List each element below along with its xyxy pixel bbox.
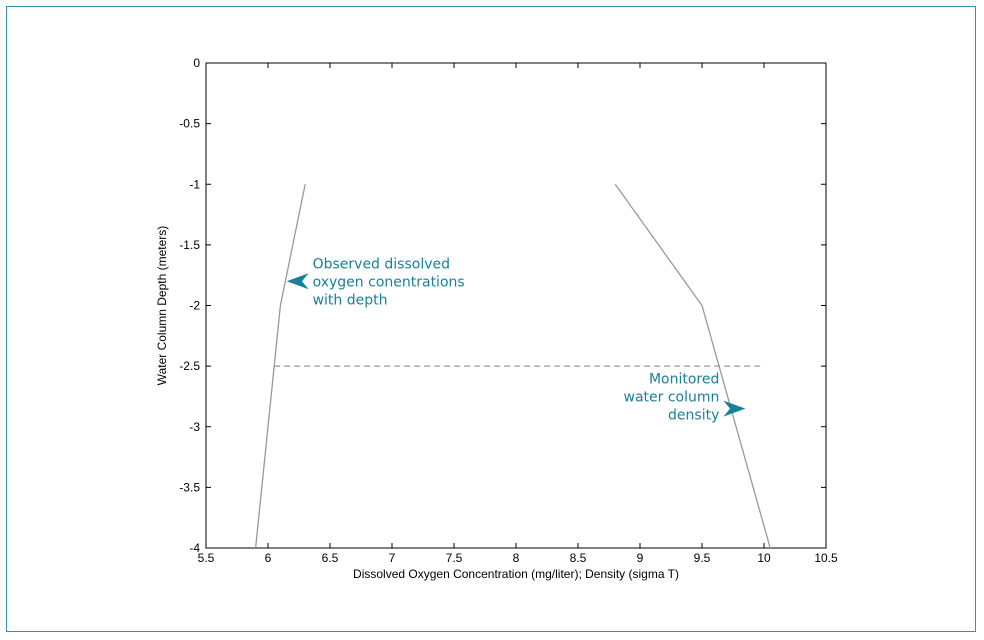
y-tick-label: -0.5 bbox=[179, 117, 200, 131]
series-line-1 bbox=[254, 184, 306, 549]
x-tick-label: 9 bbox=[637, 551, 644, 565]
series-layer bbox=[254, 183, 771, 549]
annotation-arrow-icon bbox=[286, 273, 309, 290]
y-axis-title: Water Column Depth (meters) bbox=[155, 226, 169, 386]
y-tick-label: -3 bbox=[189, 420, 200, 434]
x-tick-label: 6 bbox=[265, 551, 272, 565]
annotation-text-line: Monitored bbox=[649, 372, 719, 388]
annotation-arrow-icon bbox=[723, 400, 746, 417]
x-axis: 5.5 6 6.5 7 7.5 8 8.5 9 9.5 10 10.5 bbox=[198, 63, 838, 565]
annotation-text-line: with depth bbox=[313, 292, 388, 308]
y-axis: 0 -0.5 -1 -1.5 -2 -2.5 -3 -3.5 -4 bbox=[179, 56, 826, 555]
x-tick-label: 10.5 bbox=[814, 551, 838, 565]
plot-area bbox=[205, 62, 827, 549]
x-tick-label: 8.5 bbox=[570, 551, 587, 565]
y-tick-label: -2.5 bbox=[179, 359, 200, 373]
x-tick-label: 9.5 bbox=[694, 551, 711, 565]
annotation-2: Monitored water column density bbox=[624, 372, 746, 424]
series-line-2 bbox=[614, 183, 771, 549]
y-tick-label: -3.5 bbox=[179, 480, 200, 494]
annotation-layer: Observed dissolved oxygen conentrations wi… bbox=[286, 256, 746, 424]
annotation-text-line: water column bbox=[624, 390, 720, 406]
annotation-text-line: Observed dissolved bbox=[313, 256, 450, 272]
y-tick-label: -1 bbox=[189, 177, 200, 191]
y-tick-label: -2 bbox=[189, 299, 200, 313]
y-tick-label: -4 bbox=[189, 541, 200, 555]
x-tick-label: 8 bbox=[513, 551, 520, 565]
annotation-1: Observed dissolved oxygen conentrations wi… bbox=[286, 256, 465, 308]
annotation-text-line: oxygen conentrations bbox=[313, 274, 465, 290]
x-tick-label: 5.5 bbox=[198, 551, 215, 565]
x-tick-label: 7.5 bbox=[446, 551, 463, 565]
y-tick-label: -1.5 bbox=[179, 238, 200, 252]
y-tick-label: 0 bbox=[193, 56, 200, 70]
x-tick-label: 6.5 bbox=[322, 551, 339, 565]
annotation-text-line: density bbox=[668, 408, 719, 424]
x-axis-title: Dissolved Oxygen Concentration (mg/liter… bbox=[353, 567, 679, 581]
x-tick-label: 7 bbox=[389, 551, 396, 565]
x-tick-label: 10 bbox=[757, 551, 771, 565]
